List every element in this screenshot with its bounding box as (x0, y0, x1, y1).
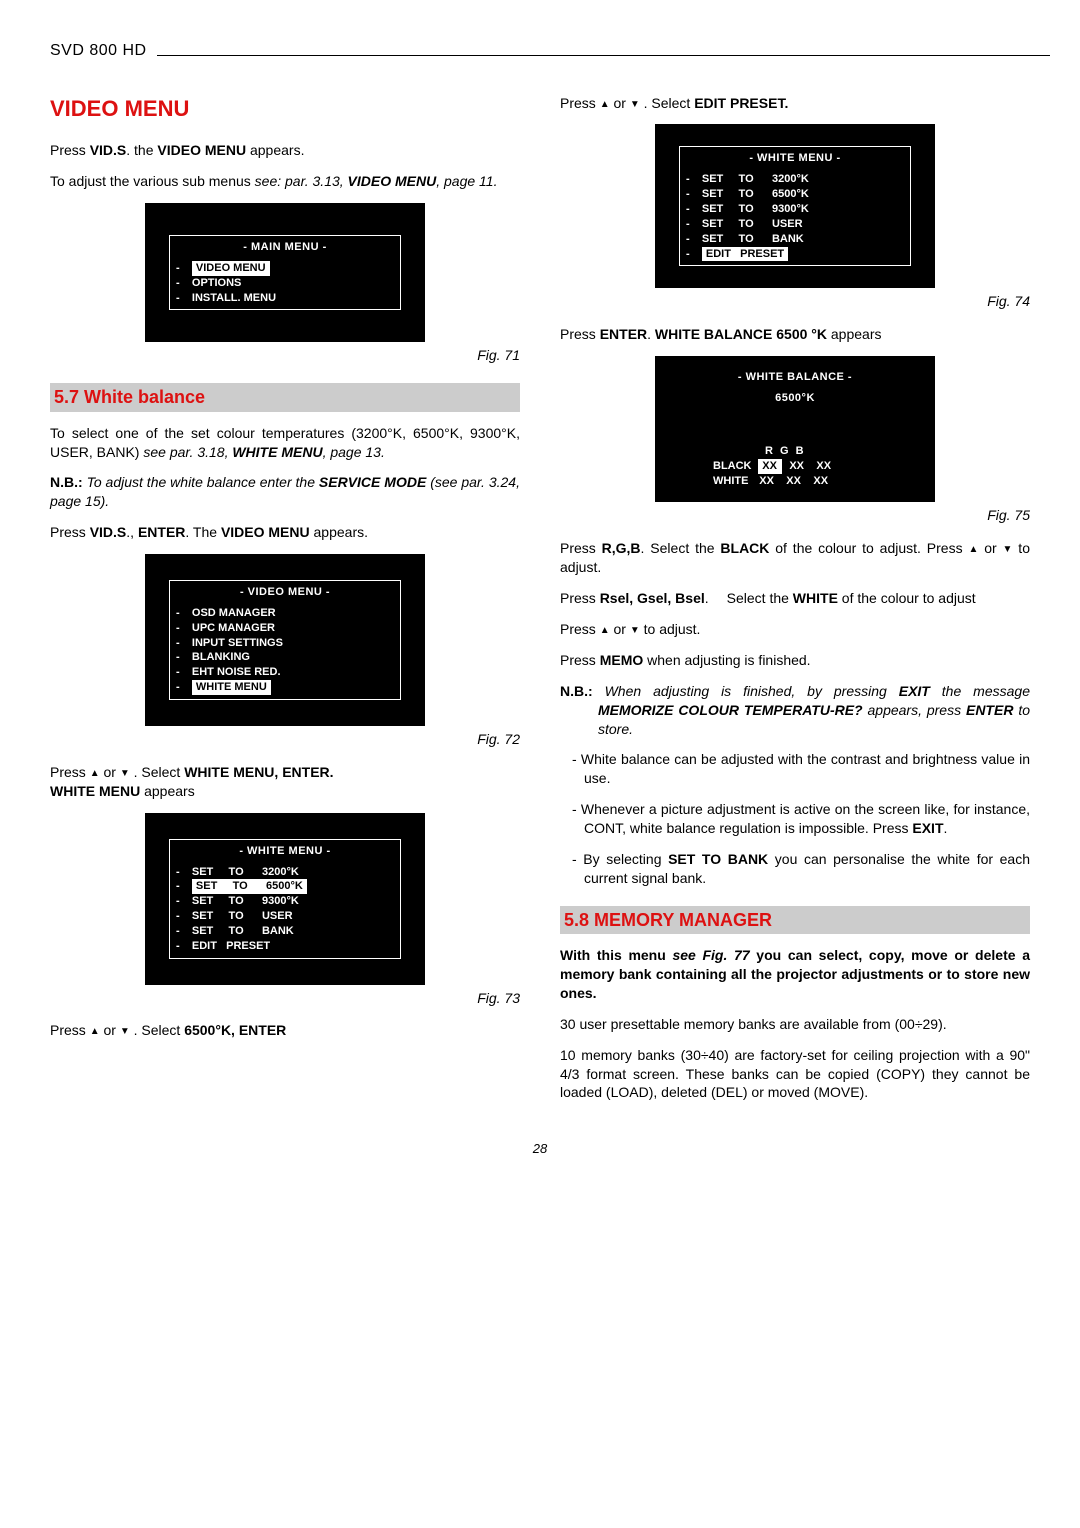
down-arrow-icon: ▼ (630, 624, 640, 638)
osd-video-menu: - VIDEO MENU - - OSD MANAGER - UPC MANAG… (50, 554, 520, 726)
fig-75: Fig. 75 (560, 506, 1030, 525)
page-header: SVD 800 HD (50, 40, 1030, 66)
para: Press ▲ or ▼ . Select 6500°K, ENTER (50, 1021, 520, 1040)
fig-74: Fig. 74 (560, 292, 1030, 311)
para: To adjust the various sub menus see: par… (50, 172, 520, 191)
up-arrow-icon: ▲ (968, 543, 978, 557)
down-arrow-icon: ▼ (120, 1025, 130, 1039)
para: Press ▲ or ▼ to adjust. (560, 620, 1030, 639)
para-two-col: Press Rsel, Gsel, Bsel. Select the WHITE… (560, 589, 1030, 608)
list-item: White balance can be adjusted with the c… (572, 750, 1030, 788)
para: 30 user presettable memory banks are ava… (560, 1015, 1030, 1034)
section-memory-manager: 5.8 MEMORY MANAGER (560, 906, 1030, 934)
osd-white-menu-1: - WHITE MENU - - SET TO 3200°K - SET TO … (50, 813, 520, 985)
para: Press MEMO when adjusting is finished. (560, 651, 1030, 670)
list-item: Whenever a picture adjustment is active … (572, 800, 1030, 838)
down-arrow-icon: ▼ (120, 767, 130, 781)
para: Press ENTER. WHITE BALANCE 6500 °K appea… (560, 325, 1030, 344)
bullet-list: White balance can be adjusted with the c… (560, 750, 1030, 887)
up-arrow-icon: ▲ (600, 98, 610, 112)
left-column: VIDEO MENU Press VID.S. the VIDEO MENU a… (50, 94, 520, 1115)
para: 10 memory banks (30÷40) are factory-set … (560, 1046, 1030, 1103)
up-arrow-icon: ▲ (90, 767, 100, 781)
content-columns: VIDEO MENU Press VID.S. the VIDEO MENU a… (50, 94, 1030, 1115)
section-white-balance: 5.7 White balance (50, 383, 520, 411)
fig-71: Fig. 71 (50, 346, 520, 365)
osd-main-menu: - MAIN MENU - - VIDEO MENU - OPTIONS - I… (50, 203, 520, 342)
fig-73: Fig. 73 (50, 989, 520, 1008)
down-arrow-icon: ▼ (630, 98, 640, 112)
para: Press ▲ or ▼ . Select WHITE MENU, ENTER.… (50, 763, 520, 801)
list-item: By selecting SET TO BANK you can persona… (572, 850, 1030, 888)
model-name: SVD 800 HD (50, 42, 157, 59)
down-arrow-icon: ▼ (1003, 543, 1013, 557)
para: Press VID.S., ENTER. The VIDEO MENU appe… (50, 523, 520, 542)
para-nb: N.B.: To adjust the white balance enter … (50, 473, 520, 511)
up-arrow-icon: ▲ (90, 1025, 100, 1039)
para: With this menu see Fig. 77 you can selec… (560, 946, 1030, 1003)
para: Press VID.S. the VIDEO MENU appears. (50, 141, 520, 160)
section-video-menu: VIDEO MENU (50, 94, 520, 124)
right-column: Press ▲ or ▼ . Select EDIT PRESET. - WHI… (560, 94, 1030, 1115)
up-arrow-icon: ▲ (600, 624, 610, 638)
para: To select one of the set colour temperat… (50, 424, 520, 462)
fig-72: Fig. 72 (50, 730, 520, 749)
osd-white-balance: - WHITE BALANCE - 6500°K R G B BLACK XX … (560, 356, 1030, 502)
para-nb: N.B.: When adjusting is finished, by pre… (560, 682, 1030, 739)
para: Press ▲ or ▼ . Select EDIT PRESET. (560, 94, 1030, 113)
page-number: 28 (50, 1140, 1030, 1158)
para: Press R,G,B. Select the BLACK of the col… (560, 539, 1030, 577)
osd-white-menu-2: - WHITE MENU - - SET TO 3200°K - SET TO … (560, 124, 1030, 288)
